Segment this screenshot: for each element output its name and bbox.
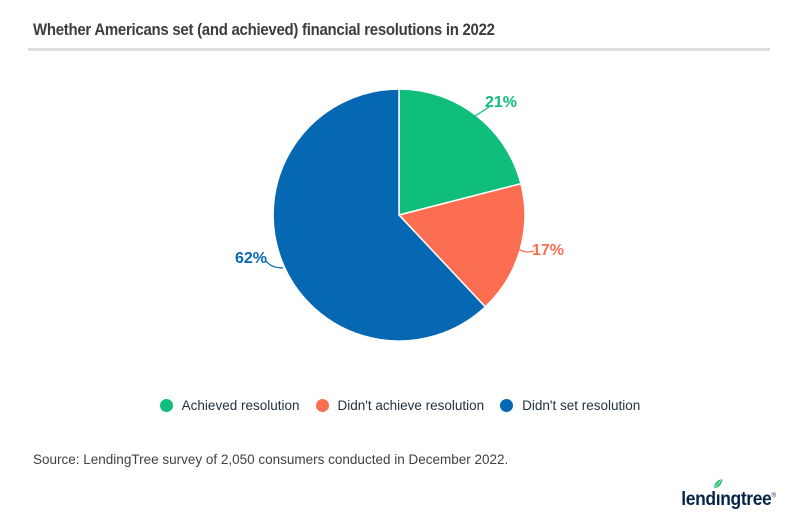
legend-label-didnt-set: Didn't set resolution: [522, 398, 641, 413]
pie-slice-didn-t-set-resolution: [272, 88, 487, 342]
chart-title: Whether Americans set (and achieved) fin…: [33, 20, 495, 39]
registered-trademark-symbol: ®: [771, 492, 777, 500]
legend-swatch-didnt-set: [500, 399, 514, 412]
pie-value-label-didnt-set: 62%: [235, 250, 267, 267]
legend-swatch-achieved: [159, 399, 173, 412]
legend-item-achieved: Achieved resolution: [159, 398, 300, 413]
logo-dotless-i: ı: [715, 489, 721, 510]
legend-item-didnt-achieve: Didn't achieve resolution: [315, 398, 485, 413]
logo-letter-i: ı: [714, 479, 723, 511]
legend-item-didnt-set: Didn't set resolution: [500, 398, 640, 413]
logo-text-part2: ngtree: [720, 489, 772, 510]
pie-slices-group: [272, 88, 526, 342]
legend-label-didnt-achieve: Didn't achieve resolution: [337, 398, 485, 413]
lendingtree-logo-text: lend ıngtree®: [681, 479, 777, 511]
leader-line-didnt-achieve: [516, 246, 535, 253]
legend-swatch-didnt-achieve: [315, 399, 329, 412]
title-divider: [28, 48, 770, 51]
legend-label-achieved: Achieved resolution: [181, 398, 300, 413]
lendingtree-logo: lend ıngtree®: [673, 479, 777, 511]
leader-line-didnt-set: [265, 260, 284, 269]
chart-legend: Achieved resolution Didn't achieve resol…: [0, 398, 800, 413]
pie-value-label-didnt-achieve: 17%: [532, 242, 564, 259]
leader-line-achieved: [471, 106, 490, 119]
leaf-icon: [714, 479, 723, 489]
pie-value-label-achieved: 21%: [485, 94, 517, 111]
source-note: Source: LendingTree survey of 2,050 cons…: [33, 452, 509, 467]
pie-chart: 21% 17% 62%: [235, 88, 564, 342]
logo-text-part1: lend: [681, 489, 716, 510]
